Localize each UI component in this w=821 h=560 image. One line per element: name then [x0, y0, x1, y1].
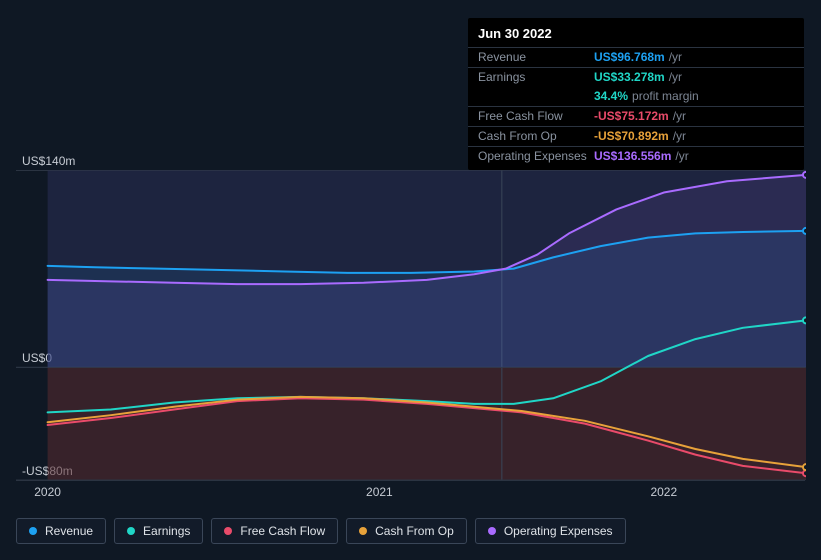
tooltip-rows: RevenueUS$96.768m/yrEarningsUS$33.278m/y… — [468, 47, 804, 166]
tooltip-row: EarningsUS$33.278m/yr — [468, 67, 804, 87]
tooltip-row-suffix: /yr — [669, 69, 682, 86]
tooltip-row-label: Cash From Op — [478, 128, 594, 145]
y-axis-tick-label: US$140m — [22, 154, 75, 168]
tooltip-row-value: -US$70.892m — [594, 128, 669, 145]
chart-container: Jun 30 2022 RevenueUS$96.768m/yrEarnings… — [0, 0, 821, 560]
financial-chart[interactable] — [16, 170, 806, 480]
legend-item[interactable]: Revenue — [16, 518, 106, 544]
x-axis-tick-label: 2021 — [366, 485, 393, 499]
legend-dot-icon — [224, 527, 232, 535]
tooltip-row-label: Revenue — [478, 49, 594, 66]
x-axis-tick-label: 2022 — [650, 485, 677, 499]
tooltip-row-value: -US$75.172m — [594, 108, 669, 125]
legend-label: Operating Expenses — [504, 524, 613, 538]
tooltip-row-suffix: /yr — [675, 148, 688, 165]
tooltip-row: 34.4%profit margin — [468, 87, 804, 106]
tooltip-row-label: Free Cash Flow — [478, 108, 594, 125]
legend-label: Revenue — [45, 524, 93, 538]
tooltip-date: Jun 30 2022 — [468, 24, 804, 47]
tooltip-row: Operating ExpensesUS$136.556m/yr — [468, 146, 804, 166]
tooltip-row-suffix: /yr — [673, 128, 686, 145]
legend-item[interactable]: Cash From Op — [346, 518, 467, 544]
legend-item[interactable]: Earnings — [114, 518, 203, 544]
tooltip-row: RevenueUS$96.768m/yr — [468, 47, 804, 67]
chart-tooltip: Jun 30 2022 RevenueUS$96.768m/yrEarnings… — [468, 18, 804, 170]
gridline — [16, 480, 805, 481]
chart-legend: Revenue Earnings Free Cash Flow Cash From O… — [16, 518, 626, 544]
tooltip-row-label: Operating Expenses — [478, 148, 594, 165]
tooltip-row-value: US$96.768m — [594, 49, 665, 66]
tooltip-row: Free Cash Flow-US$75.172m/yr — [468, 106, 804, 126]
legend-label: Cash From Op — [375, 524, 454, 538]
tooltip-row-suffix: /yr — [673, 108, 686, 125]
x-axis-tick-label: 2020 — [34, 485, 61, 499]
legend-label: Earnings — [143, 524, 190, 538]
legend-dot-icon — [127, 527, 135, 535]
legend-item[interactable]: Operating Expenses — [475, 518, 626, 544]
legend-dot-icon — [29, 527, 37, 535]
tooltip-row-label: Earnings — [478, 69, 594, 86]
tooltip-row-value: 34.4% — [594, 88, 628, 105]
tooltip-row-value: US$136.556m — [594, 148, 671, 165]
x-axis-labels: 2020 2021 2022 — [16, 485, 805, 501]
tooltip-row-suffix: profit margin — [632, 88, 699, 105]
legend-label: Free Cash Flow — [240, 524, 325, 538]
tooltip-row-value: US$33.278m — [594, 69, 665, 86]
tooltip-row: Cash From Op-US$70.892m/yr — [468, 126, 804, 146]
legend-dot-icon — [488, 527, 496, 535]
legend-item[interactable]: Free Cash Flow — [211, 518, 338, 544]
tooltip-row-suffix: /yr — [669, 49, 682, 66]
legend-dot-icon — [359, 527, 367, 535]
